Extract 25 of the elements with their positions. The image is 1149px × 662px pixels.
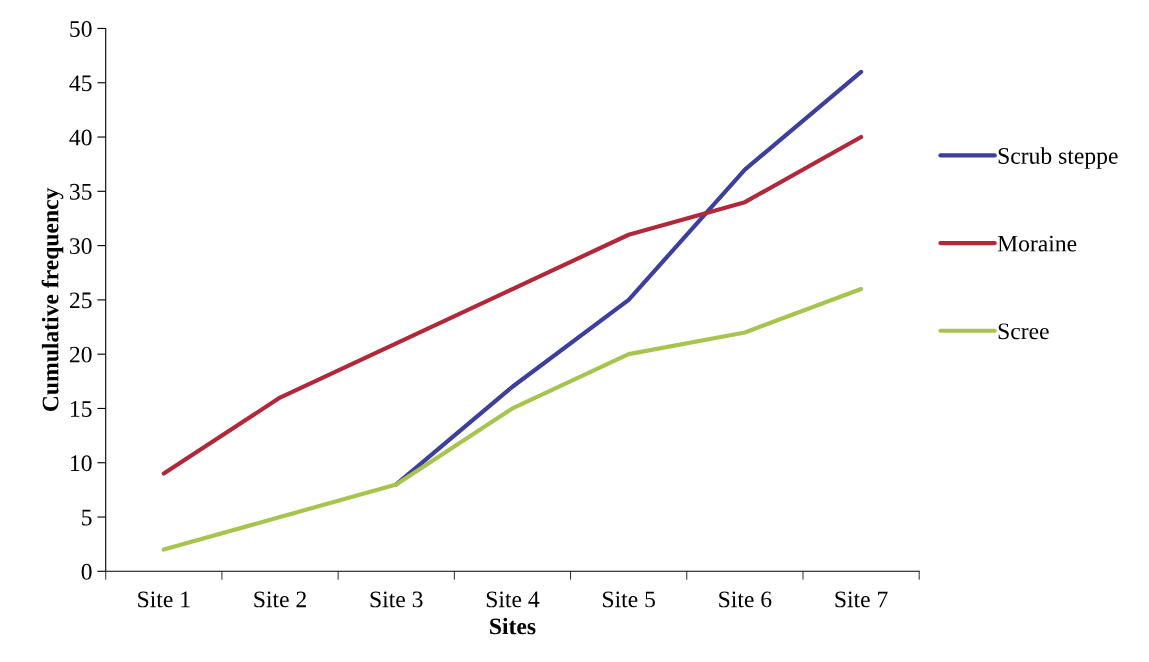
y-tick-label: 15 [70, 401, 92, 417]
legend-label: Moraine [997, 235, 1077, 252]
y-tick-label: 0 [81, 563, 92, 580]
x-tick-label: Site 2 [254, 591, 306, 608]
y-tick-label: 50 [70, 20, 92, 37]
x-tick-label: Site 6 [719, 591, 772, 608]
x-tick-label: Site 7 [835, 591, 888, 608]
legend-label: Scree [998, 323, 1049, 340]
x-axis-title: Sites [490, 617, 536, 635]
y-tick-label: 35 [70, 183, 92, 200]
line-series [161, 286, 864, 552]
y-tick-label: 45 [69, 75, 92, 92]
line-series [161, 134, 864, 476]
y-tick-label: 10 [70, 455, 92, 472]
x-tick-label: Site 3 [370, 591, 423, 608]
legend-label: Scrub steppe [998, 147, 1118, 169]
y-tick-label: 5 [82, 509, 92, 526]
y-tick-label: 25 [69, 292, 92, 309]
x-tick-label: Site 5 [603, 591, 655, 608]
y-tick-label: 40 [69, 129, 92, 146]
x-tick-label: Site 1 [138, 591, 190, 608]
y-tick-label: 20 [69, 346, 92, 363]
y-axis-title: Cumulative frequency [41, 187, 64, 411]
y-tick-label: 30 [70, 238, 92, 255]
x-tick-label: Site 4 [486, 591, 540, 608]
